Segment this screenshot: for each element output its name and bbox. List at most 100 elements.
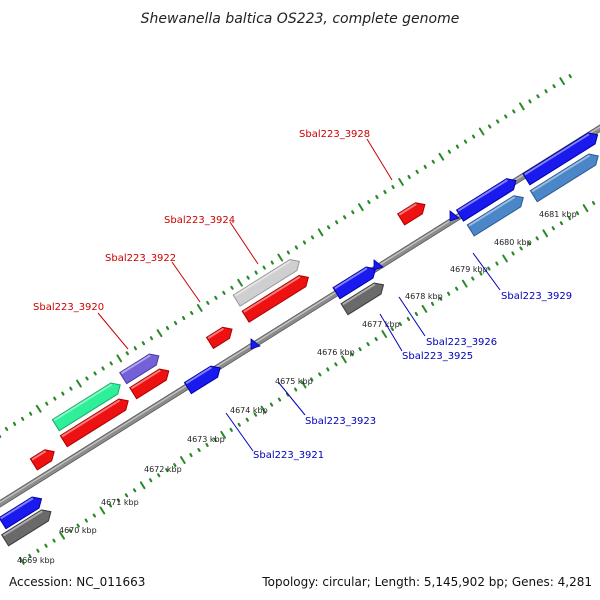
gene-feature[interactable] <box>29 446 57 471</box>
tick-mark <box>85 376 89 381</box>
gene-feature[interactable] <box>129 365 172 400</box>
gene-feature[interactable] <box>59 395 131 448</box>
tick-mark <box>197 448 201 452</box>
tick-mark <box>375 195 379 200</box>
gene-feature[interactable] <box>205 324 236 350</box>
tick-mark <box>390 327 394 332</box>
gene-arrow-highlight <box>0 497 34 520</box>
tick-mark <box>519 246 523 251</box>
tick-mark <box>423 164 427 169</box>
gene-feature[interactable] <box>51 379 123 432</box>
small-gene-marker[interactable] <box>250 338 261 350</box>
gene-feature[interactable] <box>119 350 162 385</box>
tick-mark <box>431 159 435 164</box>
tick-mark <box>285 392 290 397</box>
gene-layer <box>0 129 600 547</box>
gene-feature[interactable] <box>466 192 526 237</box>
tick-mark <box>19 556 25 565</box>
gene-arrow <box>340 282 385 316</box>
tick-mark <box>488 124 492 129</box>
tick-mark <box>68 528 72 533</box>
tick-mark <box>421 304 428 313</box>
gene-feature[interactable] <box>396 199 429 226</box>
tick-mark <box>149 336 154 341</box>
gene-label-sbal223-3928[interactable]: Sbal223_3928 <box>299 129 370 140</box>
tick-mark <box>84 518 88 523</box>
tick-mark <box>52 538 56 543</box>
tick-mark <box>180 456 186 464</box>
tick-mark <box>447 291 451 296</box>
tick-mark <box>35 404 42 413</box>
gene-feature[interactable] <box>455 175 520 222</box>
tick-mark <box>182 316 186 321</box>
kbp-label: 4673 kbp <box>187 435 225 444</box>
gene-arrow-highlight <box>207 327 224 339</box>
gene-feature[interactable] <box>232 256 303 307</box>
tick-mark <box>196 304 203 312</box>
gene-arrow <box>59 398 129 448</box>
gene-feature[interactable] <box>0 506 55 547</box>
leader-line <box>171 261 201 303</box>
tick-mark <box>447 149 452 154</box>
gene-label-sbal223-3926[interactable]: Sbal223_3926 <box>426 337 497 348</box>
small-gene-marker[interactable] <box>449 210 460 222</box>
gene-feature[interactable] <box>522 129 600 186</box>
tick-mark <box>398 178 404 186</box>
tick-mark <box>165 468 169 473</box>
tick-mark <box>326 367 330 372</box>
tick-mark <box>76 523 80 528</box>
tick-mark <box>495 261 499 266</box>
tick-mark <box>374 337 378 342</box>
tick-mark <box>511 251 515 256</box>
tick-mark <box>502 254 508 263</box>
gene-label-sbal223-3922[interactable]: Sbal223_3922 <box>105 253 176 264</box>
gene-feature[interactable] <box>241 272 312 323</box>
gene-feature[interactable] <box>529 150 600 203</box>
tick-mark <box>237 278 243 287</box>
tick-mark <box>28 553 32 558</box>
gene-label-sbal223-3924[interactable]: Sbal223_3924 <box>164 215 235 226</box>
gene-feature[interactable] <box>0 493 45 530</box>
tick-mark <box>20 416 25 421</box>
gene-feature[interactable] <box>332 263 379 300</box>
kbp-label: 4676 kbp <box>317 348 355 357</box>
gene-label-sbal223-3923[interactable]: Sbal223_3923 <box>305 416 376 427</box>
leader-line <box>398 296 426 337</box>
tick-mark <box>455 286 459 291</box>
tick-mark <box>341 355 347 364</box>
tick-mark <box>44 543 48 548</box>
gene-arrow <box>51 382 121 432</box>
gene-label-sbal223-3921[interactable]: Sbal223_3921 <box>253 450 324 461</box>
small-gene-marker[interactable] <box>373 259 384 271</box>
tick-mark <box>461 279 468 288</box>
tick-mark <box>92 513 97 518</box>
tick-mark <box>101 366 105 371</box>
tick-mark <box>269 402 274 407</box>
gene-arrow <box>332 266 377 300</box>
tick-mark <box>366 342 370 347</box>
tick-mark <box>53 396 57 401</box>
map-title: Shewanella baltica OS223, complete genom… <box>141 11 460 27</box>
tick-mark <box>519 102 525 111</box>
tick-mark <box>383 190 387 195</box>
tick-mark <box>471 276 475 281</box>
kbp-label: 4670 kbp <box>59 526 97 535</box>
tick-mark <box>478 127 485 136</box>
gene-label-sbal223-3925[interactable]: Sbal223_3925 <box>402 351 473 362</box>
gene-arrow <box>529 153 599 203</box>
tick-mark <box>190 311 194 315</box>
tick-mark <box>552 84 556 89</box>
tick-mark <box>173 321 178 326</box>
tick-mark <box>430 301 435 306</box>
gene-feature[interactable] <box>340 279 387 316</box>
tick-mark <box>277 253 284 262</box>
tick-mark <box>591 201 596 206</box>
gene-label-sbal223-3920[interactable]: Sbal223_3920 <box>33 302 104 313</box>
gene-feature[interactable] <box>183 362 223 395</box>
tick-mark <box>116 354 123 363</box>
tick-mark <box>334 362 338 367</box>
kbp-label: 4677 kbp <box>362 320 400 329</box>
tick-mark <box>254 270 258 275</box>
gene-label-sbal223-3929[interactable]: Sbal223_3929 <box>501 291 572 302</box>
leader-line <box>97 312 129 350</box>
